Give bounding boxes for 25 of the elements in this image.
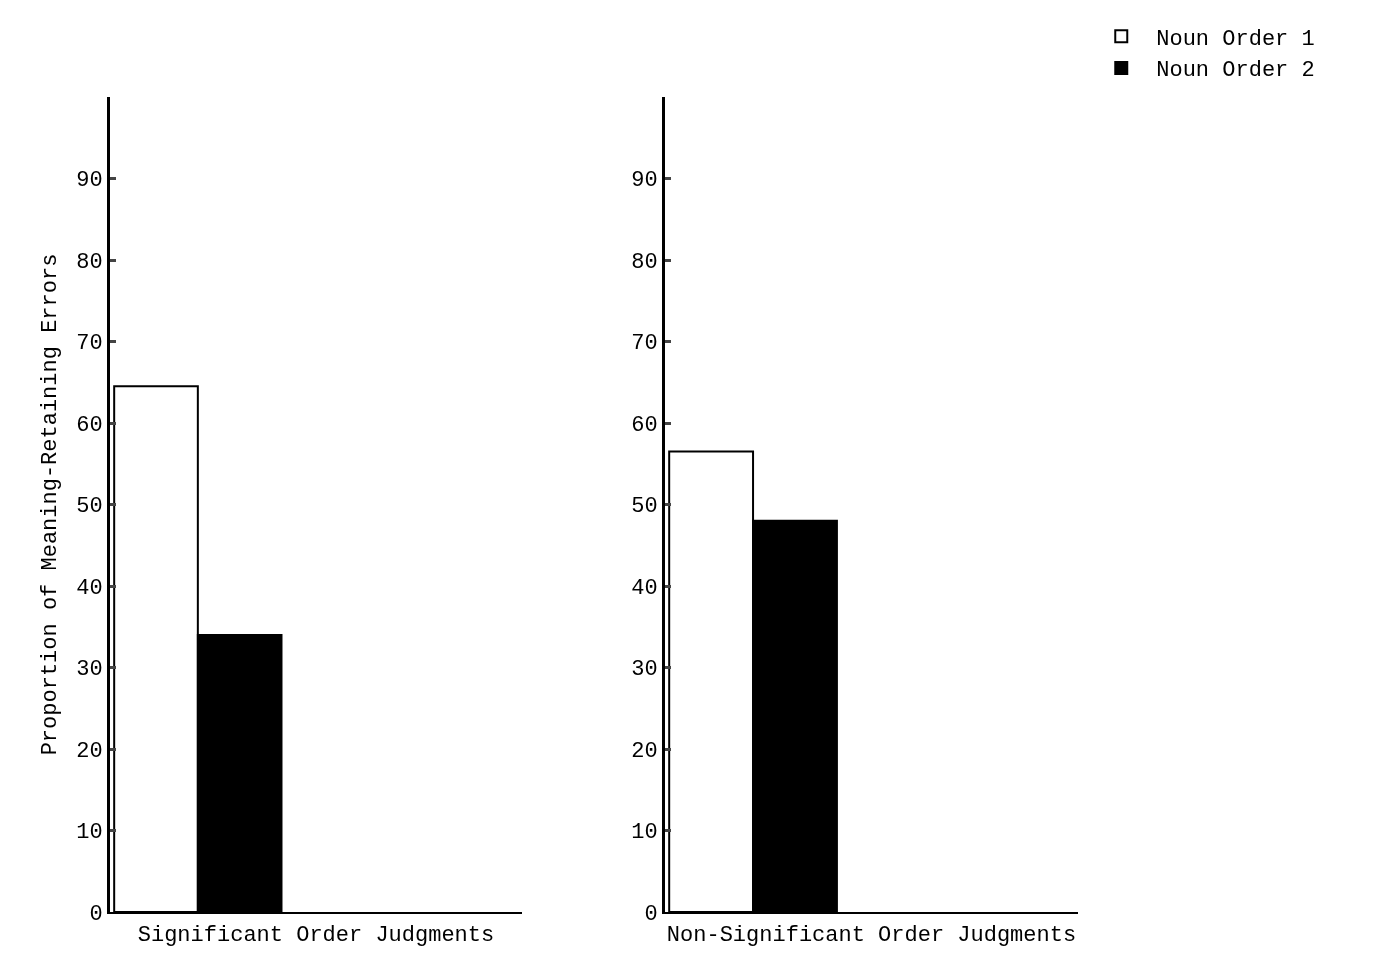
y-tick-label: 20 [76,738,103,764]
y-tick-label: 60 [76,412,103,438]
y-tick-label: 20 [631,738,658,764]
y-tick-label: 90 [76,168,103,194]
y-tick-label: 80 [76,249,103,275]
y-tick-label: 80 [631,249,658,275]
y-tick-label: 40 [76,575,103,601]
y-tick-label: 90 [631,168,658,194]
x-axis-title: Non-Significant Order Judgments [666,922,1077,948]
y-tick-label: 0 [644,901,658,927]
y-tick-label: 70 [631,331,658,357]
y-tick-label: 10 [631,820,658,846]
y-tick-label: 30 [76,657,103,683]
y-tick-label: 60 [631,412,658,438]
y-tick-label: 50 [76,494,103,520]
y-tick-label: 30 [631,657,658,683]
y-tick-label: 0 [89,901,103,927]
y-tick-label: 50 [631,494,658,520]
legend-label: Noun Order 1 [1156,26,1315,52]
y-tick-label: 10 [76,820,103,846]
y-tick-label: 40 [631,575,658,601]
y-axis-title: Proportion of Meaning-Retaining Errors [37,253,63,756]
x-axis-title: Significant Order Judgments [137,922,495,948]
y-tick-label: 70 [76,331,103,357]
legend-label: Noun Order 2 [1156,58,1315,84]
